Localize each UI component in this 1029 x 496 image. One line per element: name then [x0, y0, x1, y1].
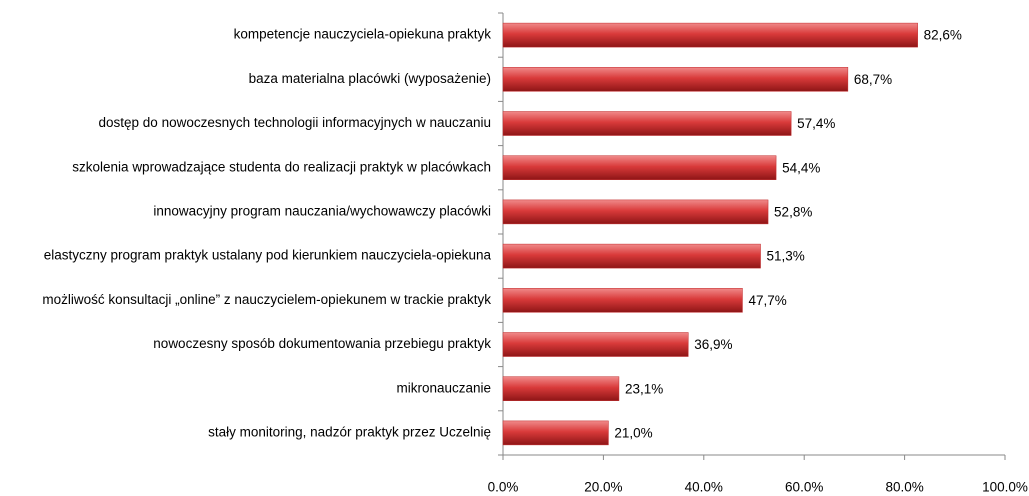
bar [502, 420, 609, 446]
x-tick-label: 20.0% [584, 480, 622, 495]
bar [502, 199, 769, 225]
value-label: 23,1% [625, 381, 663, 396]
x-tick-label: 0.0% [488, 480, 519, 495]
value-label: 51,3% [767, 249, 805, 264]
value-label: 21,0% [614, 425, 652, 440]
y-tick-label: kompetencje nauczyciela-opiekuna praktyk [234, 27, 492, 42]
value-label: 68,7% [854, 72, 892, 87]
y-tick-label: nowoczesny sposób dokumentowania przebie… [153, 336, 491, 351]
x-tick-label: 100.0% [982, 480, 1028, 495]
bar [502, 243, 761, 269]
bar [502, 111, 792, 136]
y-tick-label: mikronauczanie [396, 380, 491, 395]
y-tick-label: baza materialna placówki (wyposażenie) [249, 71, 491, 86]
bar [502, 67, 849, 92]
x-tick-label: 40.0% [685, 480, 723, 495]
x-tick-label: 60.0% [785, 480, 823, 495]
value-label: 57,4% [797, 116, 835, 131]
y-tick-label: szkolenia wprowadzające studenta do real… [72, 159, 491, 174]
y-tick-label: stały monitoring, nadzór praktyk przez U… [208, 424, 491, 439]
value-label: 47,7% [748, 293, 786, 308]
value-label: 52,8% [774, 204, 812, 219]
value-label: 54,4% [782, 160, 820, 175]
bar [502, 332, 689, 357]
value-label: 82,6% [924, 28, 962, 43]
x-tick-label: 80.0% [885, 480, 923, 495]
bar [502, 155, 777, 180]
y-tick-label: dostęp do nowoczesnych technologii infor… [99, 115, 491, 130]
bar [502, 288, 743, 313]
bar [502, 22, 918, 48]
y-tick-label: elastyczny program praktyk ustalany pod … [44, 248, 492, 263]
y-tick-label: innowacyjny program nauczania/wychowawcz… [153, 203, 491, 218]
value-label: 36,9% [694, 337, 732, 352]
y-tick-label: możliwość konsultacji „online” z nauczyc… [42, 292, 491, 307]
bar [502, 376, 620, 401]
